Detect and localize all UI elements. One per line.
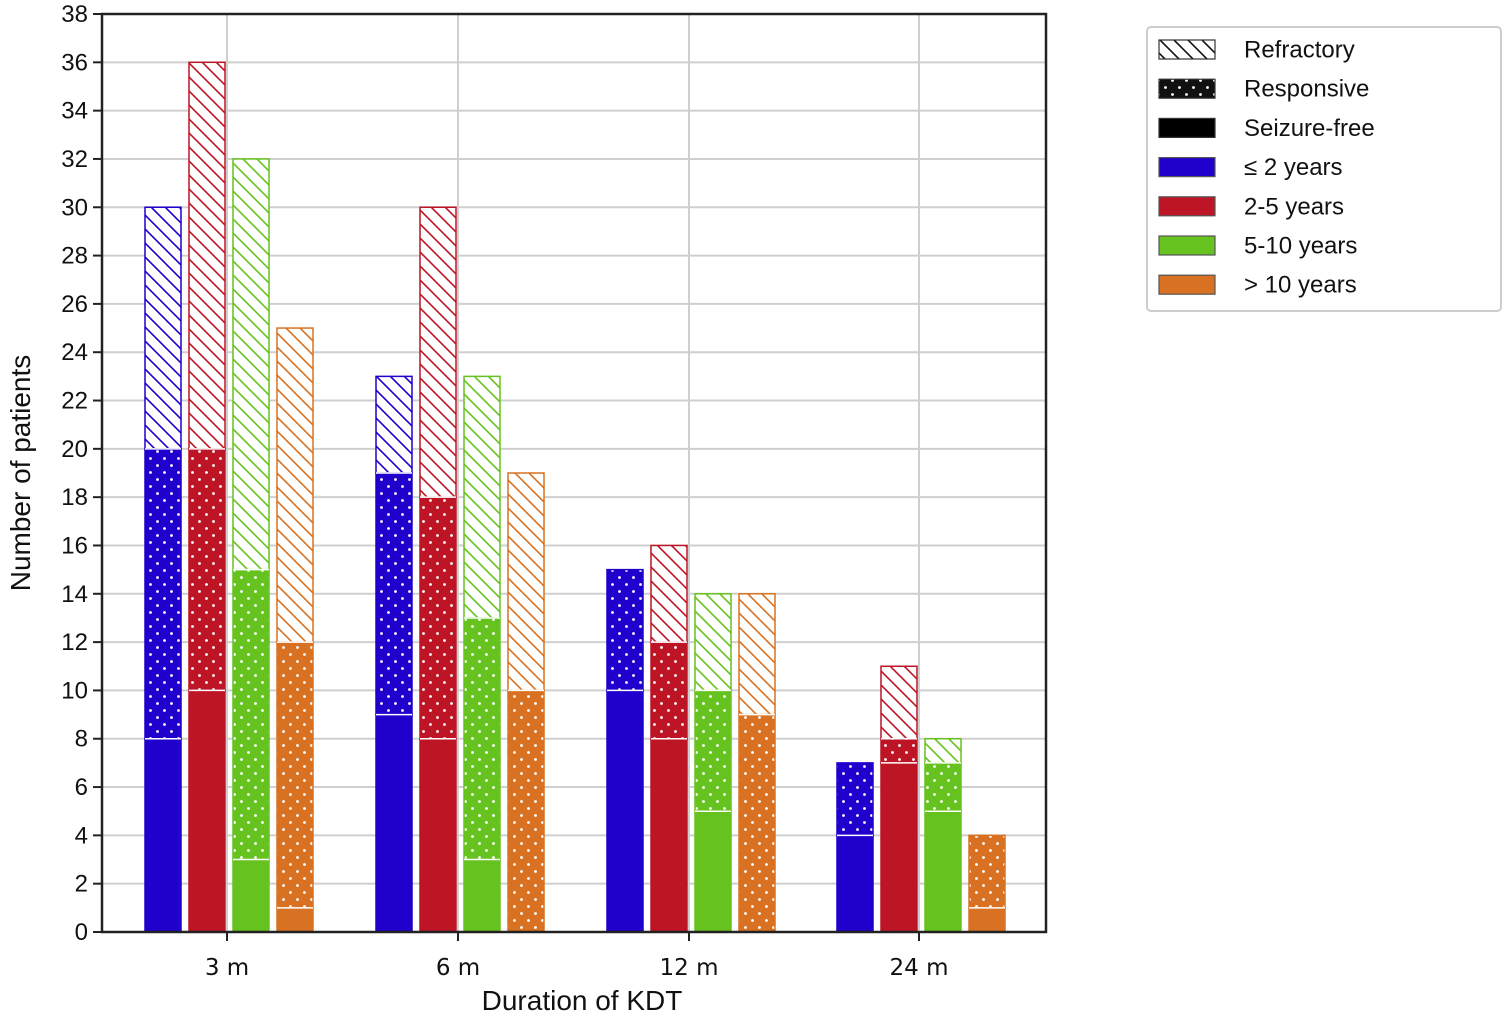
legend-label: Refractory (1244, 37, 1355, 64)
legend-swatch (1158, 196, 1216, 217)
legend-label: Seizure-free (1244, 115, 1375, 142)
bar-responsive (968, 834, 1006, 909)
bar-responsive (232, 568, 270, 861)
bar-responsive (694, 689, 732, 812)
bar-refractory (694, 593, 732, 692)
bar-responsive (836, 762, 874, 837)
bar-seizure-free (880, 762, 918, 933)
bar-responsive (507, 689, 545, 933)
bar-seizure-free (419, 737, 457, 933)
bar-responsive (188, 448, 226, 692)
y-axis-title: Number of patients (5, 355, 36, 592)
bar-refractory (188, 61, 226, 450)
x-tick-label: 6 m (436, 955, 480, 981)
plot-frame (100, 12, 1048, 934)
y-tick-label: 12 (61, 629, 88, 656)
y-tick-label: 26 (61, 291, 88, 318)
x-tick-label: 12 m (660, 955, 719, 981)
y-tick-label: 0 (75, 919, 88, 946)
legend-label: 2-5 years (1244, 193, 1344, 220)
axis-labels: Duration of KDT Number of patients (5, 355, 682, 1016)
y-tick-label: 16 (61, 532, 88, 559)
bar-refractory (924, 737, 962, 764)
bar-seizure-free (375, 713, 413, 933)
bar-seizure-free (968, 907, 1006, 933)
y-tick-label: 28 (61, 243, 88, 270)
bar-responsive (144, 448, 182, 740)
bar-seizure-free (144, 737, 182, 933)
legend-swatch (1158, 78, 1216, 99)
x-tick-label: 3 m (205, 955, 249, 981)
bar-responsive (924, 762, 962, 812)
bar-refractory (463, 375, 501, 619)
bar-refractory (375, 375, 413, 474)
y-tick-label: 36 (61, 49, 88, 76)
bar-refractory (419, 206, 457, 498)
y-tick-label: 18 (61, 484, 88, 511)
bar-seizure-free (694, 810, 732, 933)
y-tick-label: 34 (61, 98, 88, 125)
bar-seizure-free (276, 907, 314, 933)
bar-refractory (232, 158, 270, 571)
bar-responsive (419, 496, 457, 740)
legend-swatch (1158, 117, 1216, 139)
bar-responsive (880, 737, 918, 764)
legend: Refractory Responsive Seizure-free ≤ 2 year… (1146, 26, 1502, 312)
legend-label: > 10 years (1244, 272, 1357, 299)
bar-seizure-free (836, 834, 874, 933)
bars (144, 61, 1006, 933)
x-tick-label: 24 m (890, 955, 949, 981)
bar-refractory (880, 665, 918, 740)
bar-responsive (463, 617, 501, 861)
legend-swatch (1158, 274, 1216, 295)
legend-label: ≤ 2 years (1244, 154, 1343, 181)
y-tick-label: 20 (61, 436, 88, 463)
y-tick-label: 30 (61, 194, 88, 221)
legend-swatch (1158, 157, 1216, 178)
y-tick-label: 24 (61, 339, 88, 366)
bar-seizure-free (232, 858, 270, 933)
y-tick-label: 6 (75, 774, 88, 801)
legend-label: 5-10 years (1244, 233, 1357, 260)
bar-refractory (276, 327, 314, 643)
bar-responsive (738, 713, 776, 933)
y-tick-label: 10 (61, 677, 88, 704)
bar-responsive (375, 472, 413, 716)
y-tick-label: 32 (61, 146, 88, 173)
y-tick-label: 8 (75, 726, 88, 753)
bar-refractory (650, 544, 688, 643)
y-tick-label: 38 (61, 1, 88, 28)
bar-seizure-free (606, 689, 644, 933)
bar-seizure-free (463, 858, 501, 933)
bar-refractory (144, 206, 182, 450)
y-tick-label: 2 (75, 871, 88, 898)
legend-box (1146, 26, 1502, 312)
bar-seizure-free (188, 689, 226, 933)
bar-refractory (507, 472, 545, 692)
legend-swatch (1158, 235, 1216, 256)
bar-responsive (606, 568, 644, 692)
bar-seizure-free (650, 737, 688, 933)
bar-responsive (650, 641, 688, 740)
y-tick-label: 22 (61, 388, 88, 415)
legend-label: Responsive (1244, 76, 1369, 103)
legend-swatch (1158, 39, 1216, 60)
bar-responsive (276, 641, 314, 909)
bar-seizure-free (924, 810, 962, 933)
bar-refractory (738, 593, 776, 716)
x-axis-title: Duration of KDT (482, 985, 683, 1016)
y-tick-label: 4 (75, 822, 88, 849)
y-tick-label: 14 (61, 581, 88, 608)
